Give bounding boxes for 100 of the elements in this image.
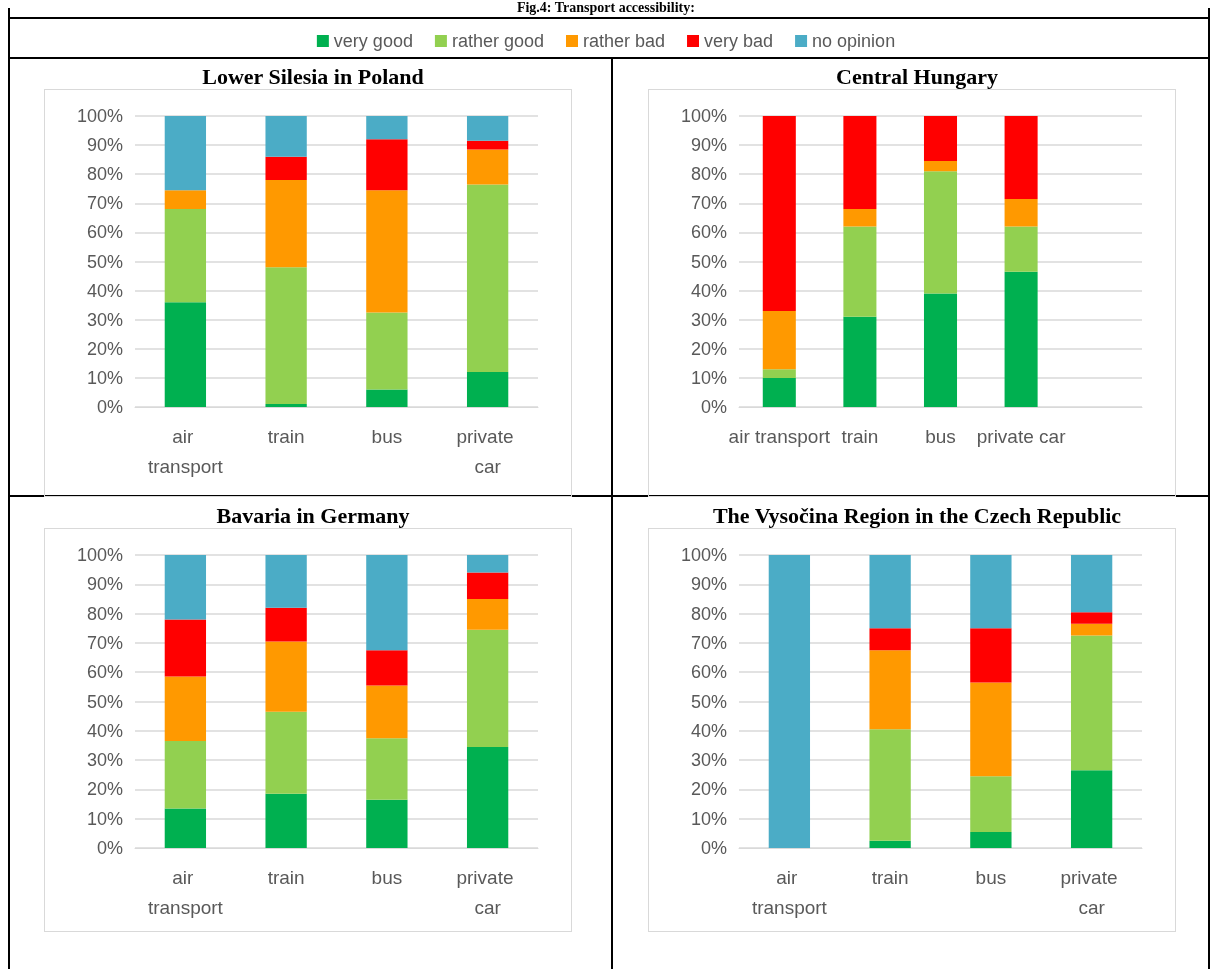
bar	[1004, 116, 1038, 199]
y-tick-label: 100%	[76, 106, 123, 126]
x-tick-label: bus	[371, 425, 403, 447]
bar	[923, 293, 958, 407]
bar	[366, 799, 408, 848]
bar	[768, 555, 811, 848]
bar	[970, 682, 1012, 777]
bar	[843, 209, 877, 227]
bar	[265, 180, 307, 268]
x-tick-label: train	[267, 425, 305, 447]
x-tick-label: air transport	[728, 425, 831, 447]
bar	[1070, 635, 1113, 771]
y-tick-label: 0%	[700, 838, 727, 858]
x-tick-label: air transport	[147, 866, 224, 918]
y-tick-label: 70%	[690, 632, 727, 653]
y-tick-label: 90%	[690, 574, 727, 595]
bar	[466, 572, 509, 599]
bar	[923, 116, 958, 162]
bar	[265, 267, 307, 405]
y-tick-label: 70%	[86, 193, 123, 214]
y-tick-label: 20%	[690, 779, 727, 800]
bar	[923, 161, 958, 172]
bar	[843, 316, 877, 407]
bar	[366, 685, 408, 739]
bar	[1070, 612, 1113, 624]
bar	[970, 776, 1012, 832]
y-tick-label: 0%	[96, 397, 123, 417]
y-tick-label: 30%	[690, 309, 727, 330]
bar	[366, 555, 408, 651]
bar	[843, 226, 877, 317]
bar	[869, 729, 911, 841]
bar	[466, 372, 509, 407]
y-tick-label: 50%	[690, 691, 727, 712]
y-tick-label: 10%	[86, 367, 123, 388]
bar	[466, 140, 509, 150]
x-tick-label: private car	[1060, 866, 1123, 918]
bar	[164, 619, 207, 677]
bar	[869, 628, 911, 651]
x-tick-label: air transport	[147, 425, 224, 477]
bar	[366, 389, 408, 407]
x-tick-label: train	[871, 866, 909, 888]
bar	[164, 209, 207, 303]
bar	[970, 555, 1012, 629]
y-tick-label: 10%	[690, 367, 727, 388]
y-tick-label: 30%	[86, 309, 123, 330]
chart-title: Lower Silesia in Poland	[202, 63, 424, 89]
y-tick-label: 90%	[86, 135, 123, 156]
y-tick-label: 20%	[86, 779, 123, 800]
bar	[466, 629, 509, 747]
bar	[164, 116, 207, 191]
bar	[265, 711, 307, 794]
legend-label: rather good	[451, 31, 544, 51]
y-tick-label: 70%	[86, 632, 123, 653]
y-tick-label: 50%	[86, 691, 123, 712]
x-tick-label: air transport	[751, 866, 828, 918]
y-tick-label: 60%	[86, 662, 123, 683]
bar	[164, 741, 207, 809]
chart-title: The Vysočina Region in the Czech Republic	[712, 502, 1122, 528]
bar	[970, 628, 1012, 683]
bar	[1004, 226, 1038, 272]
bar	[869, 650, 911, 730]
y-tick-label: 90%	[86, 574, 123, 595]
bar	[1004, 271, 1038, 407]
x-tick-label: train	[841, 425, 879, 447]
y-tick-label: 60%	[86, 222, 123, 243]
y-tick-label: 80%	[86, 164, 123, 185]
bar	[869, 840, 911, 848]
y-tick-label: 0%	[96, 838, 123, 858]
bar	[366, 738, 408, 800]
bar	[265, 404, 307, 407]
bar	[164, 302, 207, 407]
y-tick-label: 80%	[690, 164, 727, 185]
bar	[466, 149, 509, 185]
y-tick-label: 100%	[680, 545, 727, 565]
bar	[466, 555, 509, 573]
bar	[164, 190, 207, 210]
y-tick-label: 90%	[690, 135, 727, 156]
bar	[869, 555, 911, 629]
x-tick-label: bus	[371, 866, 403, 888]
y-tick-label: 100%	[680, 106, 727, 126]
x-tick-label: private car	[456, 425, 519, 477]
bar	[366, 116, 408, 140]
legend-label: rather bad	[582, 31, 666, 51]
bar	[466, 746, 509, 848]
bar	[366, 190, 408, 313]
bar	[762, 116, 796, 311]
y-tick-label: 100%	[76, 545, 123, 565]
y-tick-label: 40%	[690, 280, 727, 301]
bar	[843, 116, 877, 210]
x-tick-label: private car	[976, 425, 1067, 447]
chart-title: Bavaria in Germany	[216, 502, 410, 528]
chart-title: Central Hungary	[836, 63, 998, 89]
y-tick-label: 50%	[86, 251, 123, 272]
y-tick-label: 30%	[86, 750, 123, 771]
bar	[466, 184, 509, 373]
bar	[366, 650, 408, 686]
x-tick-label: private car	[456, 866, 519, 918]
legend-label: no opinion	[812, 31, 896, 51]
x-tick-label: bus	[975, 866, 1007, 888]
legend-label: very bad	[704, 31, 774, 51]
